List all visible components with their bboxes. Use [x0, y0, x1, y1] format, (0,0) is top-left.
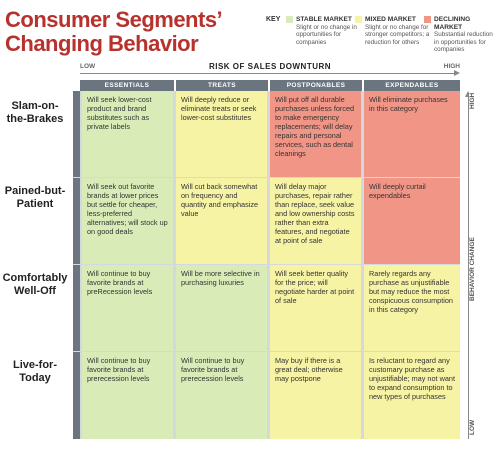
key-item-title: MIXED MARKET: [365, 16, 416, 23]
key-item-mixed: MIXED MARKET Slight or no change for str…: [355, 16, 435, 46]
risk-axis-title: RISK OF SALES DOWNTURN: [208, 62, 332, 71]
behavior-axis-low: LOW: [469, 417, 476, 437]
cell-comfortably-essentials: Will continue to buy favorite brands at …: [82, 265, 173, 351]
row-label-pained-but-patient: Pained-but- Patient: [0, 185, 70, 211]
key-item-declining: DECLINING MARKET Substantial reduction i…: [424, 16, 498, 54]
row-label-line: Pained-but-: [4, 185, 66, 197]
cell-slam-postponables: Will put off all durable purchases unles…: [270, 91, 361, 177]
cell-pained-essentials: Will seek out favorite brands at lower p…: [82, 178, 173, 264]
cell-slam-treats: Will deeply reduce or eliminate treats o…: [176, 91, 267, 177]
cell-comfortably-treats: Will be more selective in purchasing lux…: [176, 265, 267, 351]
column-header-treats: TREATS: [176, 80, 268, 91]
row-label-line: Well-Off: [14, 285, 56, 297]
row-label-line: Today: [19, 372, 51, 384]
diagram-title: Consumer Segments’ Changing Behavior: [5, 7, 223, 56]
key-item-desc: Slight or no change in opportunities for…: [296, 23, 357, 46]
risk-axis-high: HIGH: [443, 63, 460, 70]
cell-pained-treats: Will cut back somewhat on frequency and …: [176, 178, 267, 264]
cell-pained-postponables: Will delay major purchases, repair rathe…: [270, 178, 361, 264]
key-item-desc: Substantial reduction in opportunities f…: [434, 31, 493, 54]
row-label-line: Live-for-: [13, 359, 57, 371]
row-label-line: Slam-on-: [11, 100, 59, 112]
cell-slam-essentials: Will seek lower-cost product and brand s…: [82, 91, 173, 177]
arrow-right-icon: [454, 70, 460, 76]
row-label-comfortably-well-off: Comfortably Well-Off: [0, 272, 70, 298]
stable-swatch: [286, 16, 293, 23]
row-label-line: Patient: [16, 198, 54, 210]
title-line-1: Consumer Segments’: [5, 7, 223, 32]
row-bar: [73, 91, 80, 177]
title-line-2: Changing Behavior: [5, 31, 199, 56]
row-bar: [73, 265, 80, 351]
key-item-title: DECLINING MARKET: [434, 16, 471, 31]
cell-pained-expendables: Will deeply curtail expendables: [364, 178, 460, 264]
behavior-axis: HIGH BEHAVIOR CHANGE LOW: [462, 90, 476, 439]
risk-axis: LOW RISK OF SALES DOWNTURN HIGH: [80, 62, 460, 76]
key-item-title: STABLE MARKET: [296, 16, 352, 23]
row-label-slam-on-the-brakes: Slam-on- the-Brakes: [0, 100, 70, 126]
mixed-swatch: [355, 16, 362, 23]
cell-comfortably-postponables: Will seek better quality for the price; …: [270, 265, 361, 351]
declining-swatch: [424, 16, 431, 23]
cell-slam-expendables: Will eliminate purchases in this categor…: [364, 91, 460, 177]
column-header-expendables: EXPENDABLES: [364, 80, 460, 91]
cell-comfortably-expendables: Rarely regards any purchase as unjustifi…: [364, 265, 460, 351]
key-item-desc: Slight or no change for stronger competi…: [365, 23, 430, 46]
risk-axis-line: [80, 73, 454, 74]
behavior-axis-title: BEHAVIOR CHANGE: [469, 235, 476, 303]
column-header-essentials: ESSENTIALS: [80, 80, 174, 91]
cell-live-essentials: Will continue to buy favorite brands at …: [82, 352, 173, 439]
risk-axis-low: LOW: [80, 63, 96, 70]
arrow-up-icon: [465, 91, 471, 97]
row-label-live-for-today: Live-for- Today: [0, 359, 70, 385]
cell-live-postponables: May buy if there is a great deal; otherw…: [270, 352, 361, 439]
row-bar: [73, 352, 80, 439]
cell-live-expendables: Is reluctant to regard any customary pur…: [364, 352, 460, 439]
row-bar: [73, 178, 80, 264]
key-item-stable: STABLE MARKET Slight or no change in opp…: [286, 16, 366, 46]
row-label-line: the-Brakes: [6, 113, 64, 125]
row-label-line: Comfortably: [2, 272, 68, 284]
behavior-axis-high: HIGH: [469, 90, 476, 111]
cell-live-treats: Will continue to buy favorite brands at …: [176, 352, 267, 439]
key-label: KEY: [266, 16, 281, 23]
column-header-postponables: POSTPONABLES: [270, 80, 362, 91]
behavior-axis-line: [468, 97, 469, 439]
